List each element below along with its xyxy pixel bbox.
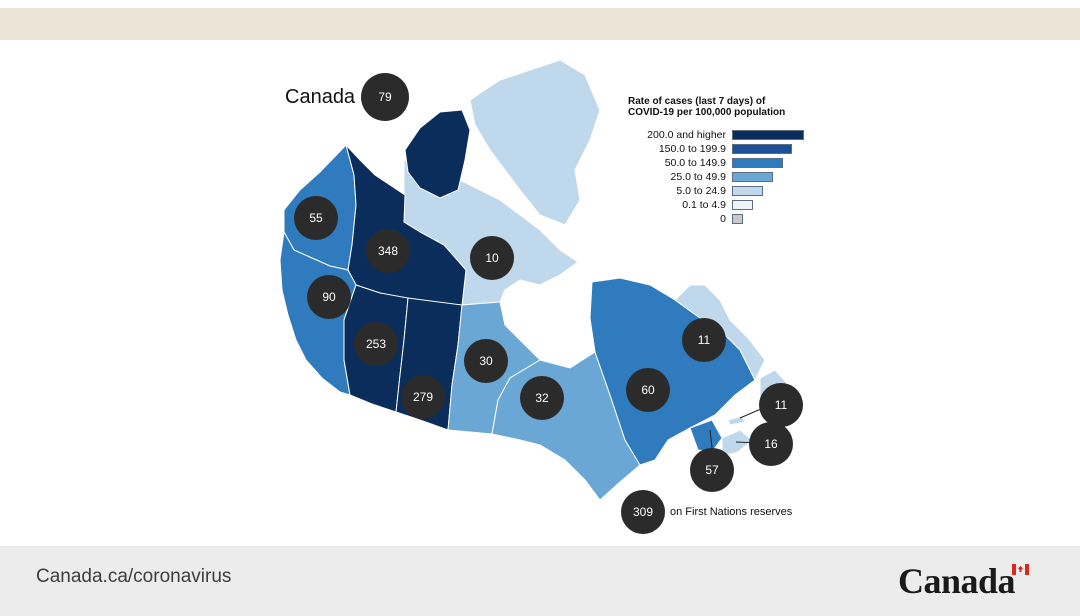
bubble-northwest-territories: 348: [366, 229, 410, 273]
legend-item-label: 0: [720, 213, 726, 225]
legend-item-label: 0.1 to 4.9: [682, 199, 726, 211]
bubble-saskatchewan: 279: [401, 375, 445, 419]
region-new-brunswick: [689, 419, 723, 453]
legend-title: Rate of cases (last 7 days) of COVID-19 …: [628, 96, 828, 118]
canada-wordmark-text: Canada: [898, 561, 1016, 601]
bubble-canada: 79: [361, 73, 409, 121]
bubble-qc-value: 60: [641, 383, 655, 397]
bubble-ns-value: 16: [764, 437, 778, 451]
region-nunavut-west-islands: [404, 109, 471, 199]
bubble-nunavut: 10: [470, 236, 514, 280]
bubble-new-brunswick: 57: [690, 448, 734, 492]
footer-url[interactable]: Canada.ca/coronavirus: [36, 566, 232, 587]
bubble-ontario: 32: [520, 376, 564, 420]
bubble-nb-value: 57: [705, 463, 719, 477]
legend-item: 50.0 to 149.9: [600, 157, 820, 170]
legend-item: 0.1 to 4.9: [600, 199, 820, 212]
bubble-manitoba: 30: [464, 339, 508, 383]
legend-item-label: 25.0 to 49.9: [670, 171, 726, 183]
bubble-nova-scotia: 16: [749, 422, 793, 466]
bubble-first-nations-value: 309: [633, 505, 653, 519]
canada-wordmark: Canada: [898, 560, 1038, 601]
legend-item-label: 200.0 and higher: [647, 129, 726, 141]
bubble-sk-value: 279: [413, 390, 433, 404]
legend-swatch: [732, 158, 783, 168]
legend-item: 0: [600, 213, 820, 226]
legend-item-label: 5.0 to 24.9: [676, 185, 726, 197]
bubble-pei: 11: [759, 383, 803, 427]
legend-swatch: [732, 214, 743, 224]
legend-swatch: [732, 200, 753, 210]
bubble-alberta: 253: [354, 322, 398, 366]
bubble-nwt-value: 348: [378, 244, 398, 258]
legend-item-label: 50.0 to 149.9: [664, 157, 726, 169]
bubble-nl-value: 11: [698, 333, 711, 347]
map-title: Canada: [285, 86, 356, 108]
bubble-british-columbia: 90: [307, 275, 351, 319]
bubble-yukon-value: 55: [309, 211, 323, 225]
bubble-quebec: 60: [626, 368, 670, 412]
header-band: [0, 8, 1080, 40]
footer: Canada.ca/coronavirus Canada: [0, 546, 1080, 616]
bubble-first-nations: 309: [621, 490, 665, 534]
leader-line-new-brunswick: [709, 429, 713, 449]
bubble-mb-value: 30: [479, 354, 493, 368]
legend-title-line1: Rate of cases (last 7 days) of: [628, 96, 766, 107]
bubble-canada-value: 79: [378, 90, 392, 104]
first-nations-label: on First Nations reserves: [670, 506, 793, 518]
bubble-newfoundland-labrador: 11: [682, 318, 726, 362]
legend-swatch: [732, 172, 773, 182]
legend-item: 25.0 to 49.9: [600, 171, 820, 184]
canada-flag-icon: [1012, 564, 1029, 575]
legend-item: 150.0 to 199.9: [600, 143, 820, 156]
bubble-alberta-value: 253: [366, 337, 386, 351]
bubble-pei-value: 11: [775, 398, 788, 412]
bubble-bc-value: 90: [322, 290, 336, 304]
legend-title-line2: COVID-19 per 100,000 population: [628, 107, 786, 118]
legend-swatch: [732, 130, 804, 140]
legend-item: 200.0 and higher: [600, 129, 820, 142]
legend-item: 5.0 to 24.9: [600, 185, 820, 198]
legend-item-label: 150.0 to 199.9: [658, 143, 726, 155]
bubble-nunavut-value: 10: [485, 251, 499, 265]
bubble-on-value: 32: [535, 391, 549, 405]
region-pei: [727, 415, 746, 426]
legend-swatch: [732, 144, 792, 154]
legend-swatch: [732, 186, 763, 196]
region-nunavut-islands: [469, 59, 601, 226]
bubble-yukon: 55: [294, 196, 338, 240]
